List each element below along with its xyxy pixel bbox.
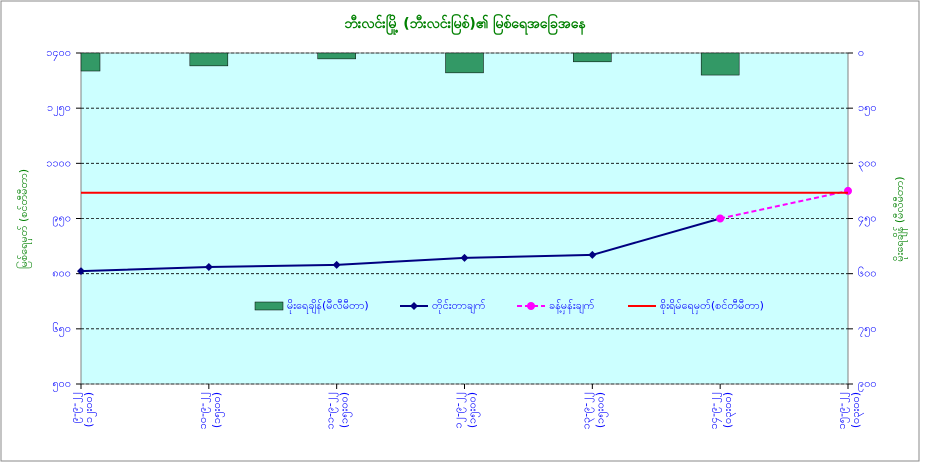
line (80, 217, 721, 273)
x-tick-label: ၁၃-၉-၂၂ (579, 392, 594, 429)
x-tick-label: (၁၅း၀၀) (210, 392, 225, 428)
y-tick-label: ၉၅၀ (52, 212, 71, 227)
y-tick-label: ၈၀၀ (52, 267, 71, 280)
x-tick-label: ၁၁-၉-၂၂ (324, 392, 339, 429)
x-tick-label: (၁၅း၀၀) (466, 392, 481, 428)
legend-marker (527, 302, 535, 310)
bar (445, 52, 484, 74)
legend-marker (410, 302, 418, 310)
point (332, 260, 341, 269)
y-tick-label: ၁၁၀၀ (46, 156, 71, 169)
y-axis-title: မြစ်ရေမှတ် (စင်တီမီတာ) (16, 169, 32, 269)
x-tick-label: (၁၅း၀၀) (338, 392, 353, 428)
x-tick-label: (၁၂း၀၀) (82, 392, 97, 427)
x-tick-label: ၉-၉-၂၂ (68, 392, 83, 423)
y2-tick-label: ၆၀၀ (858, 267, 877, 280)
y-tick-label: ၁၂၅၀ (47, 101, 71, 116)
x-tick-label: ၁၅-၉-၂၂ (835, 392, 850, 429)
point (716, 214, 725, 223)
legend-label: မိုးရေချိန်(မီလီမီတာ) (287, 299, 369, 314)
x-tick-label: (၁၅း၀၀) (593, 392, 608, 428)
point (77, 267, 85, 276)
y2-tick-label: ၀ (858, 46, 864, 59)
y-tick-label: ၅၀၀ (52, 377, 71, 392)
x-tick-label: ၁၄-၉-၂၂ (707, 392, 722, 429)
point (588, 250, 597, 259)
legend-swatch (254, 301, 284, 311)
bar (573, 52, 612, 63)
x-tick-label: (၀၃း၀၀) (849, 392, 864, 428)
y2-tick-label: ၁၅၀ (858, 101, 877, 116)
legend-label: ခန့်မှန်းချက် (549, 299, 595, 314)
point (460, 253, 469, 262)
y2-tick-label: ၉၀၀ (858, 377, 877, 392)
y2-tick-label: ၄၅၀ (858, 212, 877, 227)
chart-title: ဘီးလင်းမြို့ (ဘီးလင်းမြစ်)၏ မြစ်ရေအခြေအန… (344, 14, 586, 35)
bar (189, 52, 229, 67)
y-tick-label: ၆၅၀ (52, 322, 71, 337)
x-tick-label: ၁၂-၉-၂၂ (452, 392, 467, 429)
y-tick-label: ၁၄၀၀ (46, 46, 71, 61)
y2-tick-label: ၇၅၀ (858, 322, 877, 337)
y2-axis-title: မိုးရေချိန် (မီလီမီတာ) (893, 176, 908, 261)
x-tick-label: ၁၀-၉-၂၂ (196, 392, 211, 429)
y2-tick-label: ၃၀၀ (858, 156, 877, 171)
legend-label: တိုင်းတာချက် (432, 299, 486, 314)
legend-label: စိုးရိမ်ရေမှတ်(စင်တီမီတာ) (660, 299, 764, 314)
point (204, 263, 213, 272)
x-tick-label: (၀၃း၀၀) (721, 392, 736, 428)
bar (700, 52, 740, 76)
line (719, 189, 849, 220)
bar (317, 52, 356, 60)
bar (80, 52, 101, 72)
